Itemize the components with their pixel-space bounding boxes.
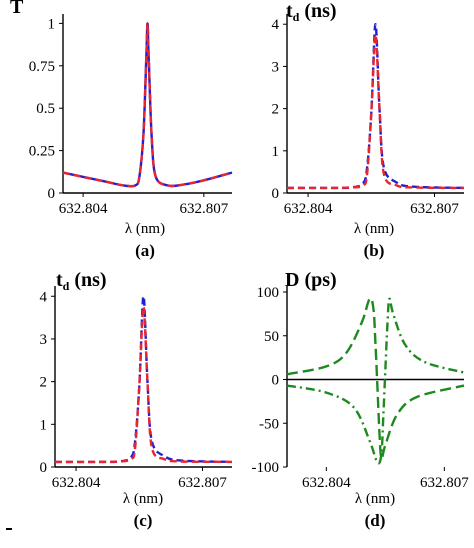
xlabel-c: λ (nm) xyxy=(123,491,163,507)
panel-a: 0 0.25 0.5 0.75 1 632.804 632.807 T λ (nm) (a) xyxy=(10,0,233,260)
xlabel-b: λ (nm) xyxy=(354,221,394,237)
series-line-c-2 xyxy=(54,305,233,464)
x-tick-label-a: 632.804 xyxy=(59,201,108,217)
y-tick-label-b: 4 xyxy=(272,17,280,33)
plot-area-c: 0 1 2 3 4 632.804 632.807 xyxy=(40,286,233,491)
title-b-sub: d xyxy=(293,10,300,24)
y-tick-label-b: 2 xyxy=(272,102,280,118)
x-tick-label-d: 632.807 xyxy=(420,475,469,491)
y-tick-label-b: 1 xyxy=(272,144,280,160)
title-c-sub: d xyxy=(63,279,70,293)
panel-label-b: (b) xyxy=(364,241,385,260)
y-tick-label-d: 0 xyxy=(272,373,280,389)
y-tick-label-d: 100 xyxy=(257,285,280,301)
y-tick-label-c: 3 xyxy=(40,332,48,348)
series-line-c-1 xyxy=(54,295,233,464)
y-tick-label-a: 0.5 xyxy=(36,101,55,117)
caption-mark xyxy=(6,528,12,530)
title-c: td (ns) xyxy=(56,269,107,293)
y-tick-label-a: 0.75 xyxy=(29,59,55,75)
xlabel-d: λ (nm) xyxy=(355,491,395,507)
y-tick-label-b: 3 xyxy=(272,59,280,75)
plot-area-b: 0 1 2 3 4 632.804 632.807 xyxy=(272,14,465,217)
y-tick-label-a: 1 xyxy=(48,16,56,32)
panel-label-d: (d) xyxy=(365,511,386,530)
x-tick-label-d: 632.804 xyxy=(302,475,351,491)
panel-label-c: (c) xyxy=(134,511,153,530)
series-line-b-1 xyxy=(286,23,465,190)
title-a: T xyxy=(10,0,24,18)
y-tick-label-c: 1 xyxy=(40,417,48,433)
y-tick-label-b: 0 xyxy=(272,186,280,202)
series-line-d-1 xyxy=(286,297,465,465)
y-tick-label-c: 0 xyxy=(40,460,48,476)
title-d: D (ps) xyxy=(285,269,337,291)
x-tick-label-c: 632.804 xyxy=(52,475,101,491)
panel-b: 0 1 2 3 4 632.804 632.807 td (ns) λ (nm) (b) xyxy=(272,0,465,260)
xlabel-a: λ (nm) xyxy=(125,221,165,237)
title-b: td (ns) xyxy=(286,0,337,24)
panel-label-a: (a) xyxy=(135,241,155,260)
y-tick-label-a: 0.25 xyxy=(29,144,55,160)
y-tick-label-d: -100 xyxy=(252,460,280,476)
x-tick-label-c: 632.807 xyxy=(178,475,227,491)
series-line-b-2 xyxy=(286,33,465,190)
series-line-d-2 xyxy=(286,297,465,460)
y-tick-label-c: 2 xyxy=(40,375,48,391)
x-tick-label-b: 632.804 xyxy=(284,201,333,217)
y-tick-label-a: 0 xyxy=(48,186,56,202)
title-c-tail: (ns) xyxy=(69,269,106,291)
plot-area-d: -100 -50 0 50 100 632.804 632.807 xyxy=(252,285,470,491)
x-tick-label-a: 632.807 xyxy=(179,201,228,217)
title-c-main: t xyxy=(56,269,63,291)
series-line-a-2 xyxy=(62,22,233,188)
x-tick-label-b: 632.807 xyxy=(410,201,459,217)
title-b-tail: (ns) xyxy=(299,0,336,22)
y-tick-label-d: 50 xyxy=(264,329,279,345)
y-tick-label-c: 4 xyxy=(40,289,48,305)
title-b-main: t xyxy=(286,0,293,22)
y-tick-label-d: -50 xyxy=(259,416,279,432)
plot-area-a: 0 0.25 0.5 0.75 1 632.804 632.807 xyxy=(29,14,233,217)
panel-d: -100 -50 0 50 100 632.804 632.807 D (ps) λ (nm… xyxy=(252,269,470,530)
panel-c: 0 1 2 3 4 632.804 632.807 td (ns) λ (nm) (c) xyxy=(40,269,233,530)
